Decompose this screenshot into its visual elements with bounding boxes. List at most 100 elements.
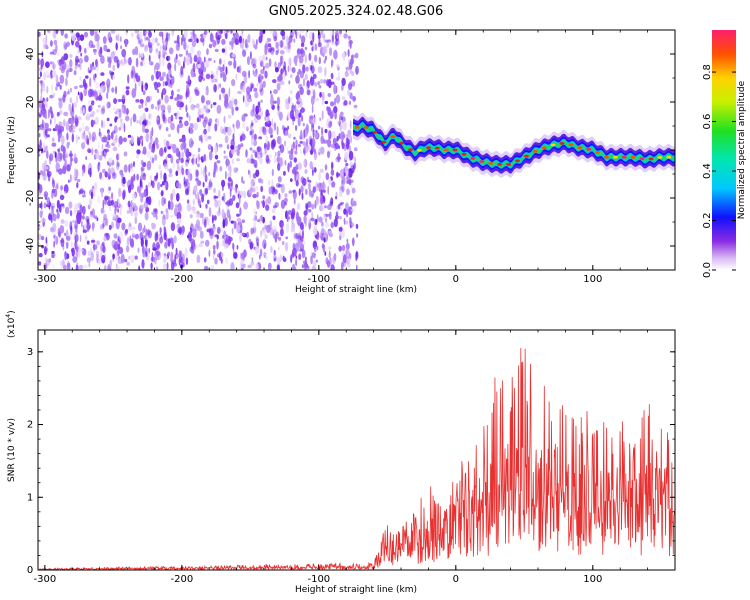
noise-speckle	[341, 84, 344, 91]
noise-speckle	[76, 214, 82, 225]
noise-speckle	[38, 261, 42, 266]
noise-speckle	[256, 191, 259, 198]
noise-speckle	[320, 225, 326, 235]
noise-speckle	[88, 261, 91, 268]
x-tick-label: -200	[170, 574, 193, 585]
noise-speckle	[166, 140, 170, 148]
noise-speckle	[70, 241, 73, 247]
noise-speckle	[138, 52, 141, 59]
noise-speckle	[118, 231, 124, 242]
noise-speckle	[75, 59, 80, 63]
noise-speckle	[176, 110, 180, 119]
noise-speckle	[289, 153, 294, 161]
noise-speckle	[339, 124, 342, 132]
noise-speckle	[130, 177, 134, 185]
noise-speckle	[113, 201, 119, 208]
noise-speckle	[354, 52, 359, 59]
y-tick-label: 3	[27, 347, 33, 358]
noise-speckle	[70, 118, 73, 127]
noise-speckle	[113, 107, 116, 111]
noise-speckle	[292, 263, 296, 270]
noise-speckle	[219, 83, 222, 88]
noise-speckle	[163, 226, 166, 232]
noise-speckle	[150, 262, 153, 270]
noise-speckle	[349, 162, 354, 169]
noise-speckle	[78, 57, 83, 64]
noise-speckle	[333, 253, 337, 262]
noise-speckle	[40, 86, 43, 96]
noise-speckle	[233, 187, 236, 191]
noise-speckle	[73, 102, 77, 109]
noise-speckle	[264, 62, 270, 69]
noise-speckle	[299, 140, 304, 144]
noise-speckle	[151, 157, 155, 164]
noise-speckle	[122, 137, 127, 143]
noise-speckle	[162, 263, 168, 270]
noise-speckle	[183, 176, 186, 185]
noise-speckle	[329, 211, 332, 220]
signal-peak	[541, 146, 547, 150]
noise-speckle	[115, 42, 118, 51]
noise-speckle	[51, 250, 55, 255]
noise-speckle	[258, 76, 261, 84]
noise-speckle	[184, 188, 189, 195]
noise-speckle	[241, 176, 244, 184]
noise-speckle	[195, 103, 200, 109]
noise-speckle	[147, 112, 153, 121]
noise-speckle	[193, 122, 199, 131]
noise-speckle	[289, 160, 293, 168]
noise-speckle	[39, 139, 42, 150]
noise-speckle	[71, 248, 74, 253]
signal-peak	[559, 142, 565, 145]
noise-speckle	[295, 139, 298, 147]
noise-speckle	[67, 88, 70, 93]
noise-speckle	[61, 244, 64, 248]
noise-speckle	[329, 101, 335, 107]
noise-speckle	[131, 226, 136, 231]
signal-peak	[515, 159, 520, 163]
noise-speckle	[256, 219, 261, 223]
noise-speckle	[101, 254, 106, 264]
noise-speckle	[261, 34, 263, 42]
noise-speckle	[304, 127, 308, 138]
noise-speckle	[210, 74, 214, 80]
noise-speckle	[149, 120, 152, 126]
noise-speckle	[84, 82, 88, 90]
noise-speckle	[282, 125, 285, 131]
noise-speckle	[196, 254, 201, 264]
noise-speckle	[338, 231, 343, 237]
noise-speckle	[334, 142, 339, 150]
noise-speckle	[213, 195, 219, 199]
noise-speckle	[230, 262, 235, 270]
noise-speckle	[228, 198, 234, 206]
noise-speckle	[298, 97, 302, 102]
noise-speckle	[139, 135, 143, 140]
noise-speckle	[241, 219, 245, 223]
noise-speckle	[143, 188, 148, 198]
noise-speckle	[65, 77, 68, 87]
noise-speckle	[307, 265, 310, 270]
noise-speckle	[120, 121, 125, 129]
noise-speckle	[351, 187, 356, 194]
noise-speckle	[55, 86, 58, 91]
noise-speckle	[330, 197, 334, 205]
noise-speckle	[304, 54, 307, 64]
noise-speckle	[159, 44, 162, 51]
noise-speckle	[127, 200, 131, 208]
noise-speckle	[327, 106, 332, 116]
noise-speckle	[66, 132, 69, 141]
noise-speckle	[324, 55, 327, 61]
noise-speckle	[185, 161, 189, 167]
noise-speckle	[65, 121, 70, 132]
noise-speckle	[73, 232, 77, 236]
noise-speckle	[315, 195, 320, 206]
noise-speckle	[275, 41, 279, 49]
noise-speckle	[107, 131, 110, 140]
noise-speckle	[131, 231, 135, 236]
noise-speckle	[92, 120, 96, 125]
noise-speckle	[215, 32, 218, 40]
noise-speckle	[115, 34, 119, 41]
noise-speckle	[224, 217, 228, 227]
noise-speckle	[242, 263, 246, 268]
